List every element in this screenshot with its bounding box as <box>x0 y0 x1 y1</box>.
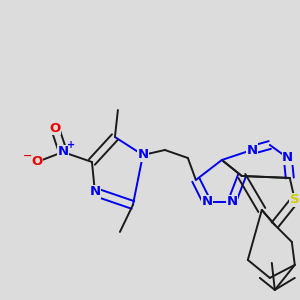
Text: N: N <box>282 152 293 164</box>
Text: N: N <box>89 185 100 199</box>
Text: N: N <box>226 196 237 208</box>
Text: O: O <box>31 155 43 169</box>
Text: +: + <box>67 140 75 150</box>
Text: −: − <box>23 151 33 161</box>
Text: N: N <box>246 143 257 157</box>
Text: N: N <box>201 196 212 208</box>
Text: N: N <box>137 148 148 161</box>
Text: O: O <box>49 122 61 134</box>
Text: S: S <box>290 194 300 206</box>
Text: N: N <box>57 146 68 158</box>
